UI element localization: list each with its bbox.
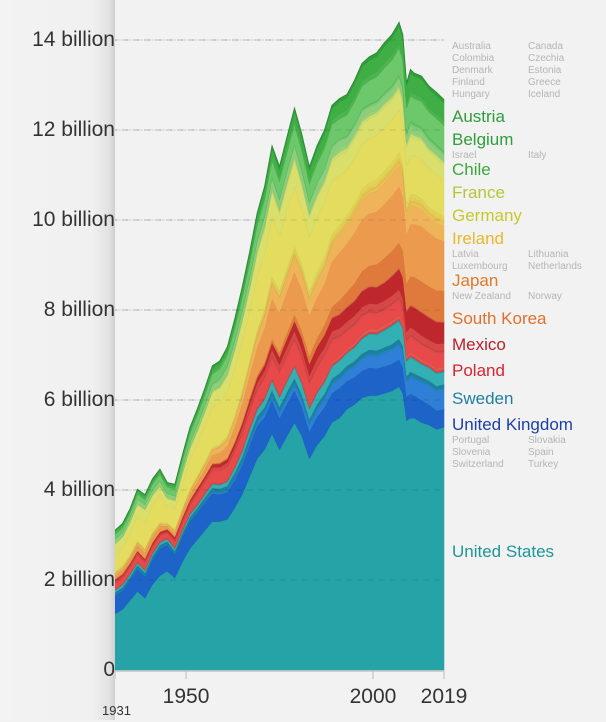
legend-label-austria[interactable]: Austria	[452, 107, 505, 126]
legend-label-colombia[interactable]: Colombia	[452, 53, 495, 64]
legend-label-slovenia[interactable]: Slovenia	[452, 447, 491, 458]
y-tick-label: 4 billion	[43, 478, 115, 501]
y-tick-label: 10 billion	[32, 208, 115, 231]
legend-label-latvia[interactable]: Latvia	[452, 249, 479, 260]
legend-label-mexico[interactable]: Mexico	[452, 335, 506, 354]
legend-label-united-kingdom[interactable]: United Kingdom	[452, 415, 573, 434]
area-austria	[114, 21, 445, 532]
area-edge-austria	[114, 21, 445, 531]
legend-label-luxembourg[interactable]: Luxembourg	[452, 261, 508, 272]
legend-label-belgium[interactable]: Belgium	[452, 130, 514, 149]
legend-label-israel[interactable]: Israel	[452, 150, 477, 161]
legend-label-netherlands[interactable]: Netherlands	[528, 261, 582, 272]
legend-label-new-zealand[interactable]: New Zealand	[452, 291, 511, 302]
y-tick-label: 12 billion	[32, 118, 115, 141]
legend-label-portugal[interactable]: Portugal	[452, 435, 490, 446]
x-tick-label: 2000	[349, 685, 397, 708]
legend-label-finland[interactable]: Finland	[452, 77, 485, 88]
legend-label-france[interactable]: France	[452, 183, 505, 202]
legend-label-hungary[interactable]: Hungary	[452, 89, 490, 100]
x-tick-label: 1950	[162, 685, 210, 708]
legend-label-norway[interactable]: Norway	[528, 291, 562, 302]
legend-label-italy[interactable]: Italy	[528, 150, 547, 161]
x-tick-label: 1931	[102, 703, 131, 718]
y-tick-label: 14 billion	[32, 28, 115, 51]
legend-label-japan[interactable]: Japan	[452, 271, 499, 290]
legend-label-sweden[interactable]: Sweden	[452, 389, 514, 408]
legend-label-ireland[interactable]: Ireland	[452, 229, 504, 248]
legend-label-turkey[interactable]: Turkey	[528, 459, 559, 470]
legend-label-poland[interactable]: Poland	[452, 361, 505, 380]
y-tick-label: 6 billion	[43, 388, 115, 411]
area-layers	[114, 21, 445, 671]
x-tick-label: 2019	[420, 685, 468, 708]
legend-label-australia[interactable]: Australia	[452, 41, 491, 52]
y-axis-panel	[0, 0, 115, 720]
y-tick-label: 2 billion	[43, 568, 115, 591]
y-tick-label: 8 billion	[43, 298, 115, 321]
legend-label-czechia[interactable]: Czechia	[528, 53, 565, 64]
legend-label-switzerland[interactable]: Switzerland	[452, 459, 504, 470]
legend-label-denmark[interactable]: Denmark	[452, 65, 493, 76]
legend-label-estonia[interactable]: Estonia	[528, 65, 562, 76]
y-tick-label: 0	[103, 658, 115, 681]
legend-label-germany[interactable]: Germany	[452, 206, 522, 225]
legend-label-south-korea[interactable]: South Korea	[452, 309, 547, 328]
x-axis	[114, 670, 445, 679]
legend-label-lithuania[interactable]: Lithuania	[528, 249, 569, 260]
legend-label-united-states[interactable]: United States	[452, 542, 555, 561]
legend-label-iceland[interactable]: Iceland	[528, 89, 561, 100]
legend-label-greece[interactable]: Greece	[528, 77, 561, 88]
legend-label-canada[interactable]: Canada	[528, 41, 564, 52]
legend-label-spain[interactable]: Spain	[528, 447, 554, 458]
legend-label-chile[interactable]: Chile	[452, 160, 491, 179]
legend-label-slovakia[interactable]: Slovakia	[528, 435, 566, 446]
